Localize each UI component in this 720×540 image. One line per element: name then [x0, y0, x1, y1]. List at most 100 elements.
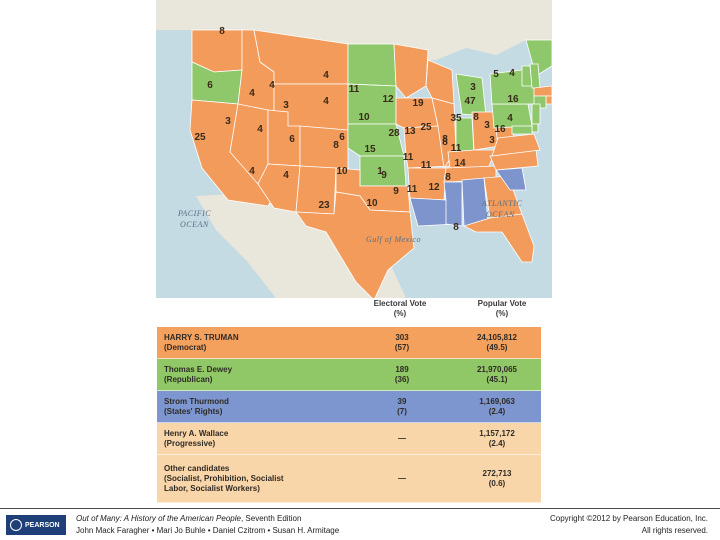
state-nd — [347, 43, 397, 87]
ev-label-la: 10 — [366, 198, 378, 209]
ev-label-fl: 8 — [453, 222, 459, 233]
results-table: HARRY S. TRUMAN (Democrat) 303 (57) 24,105,8… — [157, 327, 541, 503]
ev-label-az: 4 — [249, 166, 255, 177]
ev-label-mn: 11 — [349, 84, 360, 95]
ev-label-ga: 12 — [428, 182, 440, 193]
electoral-vote: — — [398, 474, 406, 483]
ev-label-wv: 8 — [442, 137, 448, 148]
ev-label-tn: 11 — [421, 160, 432, 171]
ev-label-tn-split: 1 — [377, 166, 383, 177]
pacific-label-line1: PACIFIC — [177, 209, 211, 218]
ev-label-ma: 16 — [507, 94, 519, 105]
state-nh — [529, 63, 541, 89]
states-layer — [189, 29, 552, 298]
ev-label-id: 4 — [249, 88, 255, 99]
ev-label-nh: 4 — [509, 68, 515, 79]
electoral-vote-header-line1: Electoral Vote — [373, 299, 427, 308]
popular-vote: 1,157,172 (2.4) — [479, 429, 515, 448]
ev-label-ne: 6 — [339, 132, 345, 143]
ev-label-me: 5 — [493, 69, 499, 80]
ev-label-nc: 14 — [454, 158, 466, 169]
candidate-name: Henry A. Wallace (Progressive) — [164, 429, 229, 448]
ev-label-pa: 35 — [450, 113, 462, 124]
ev-label-mi: 19 — [412, 98, 424, 109]
state-md — [511, 125, 533, 135]
ev-label-in: 13 — [404, 126, 416, 137]
pearson-logo: PEARSON — [6, 515, 66, 535]
electoral-vote-header: Electoral Vote (%) — [365, 299, 435, 319]
ev-label-mt: 4 — [269, 80, 275, 91]
ev-label-ia: 10 — [358, 112, 370, 123]
ev-label-ct: 8 — [473, 112, 479, 123]
ev-label-wa: 8 — [219, 26, 225, 37]
state-mn — [393, 43, 429, 99]
ev-label-nv: 3 — [225, 116, 231, 127]
results-row: Other candidates (Socialist, Prohibition,… — [157, 455, 541, 503]
state-ri — [545, 95, 552, 105]
ev-label-nd: 4 — [323, 70, 329, 81]
footer-divider — [0, 508, 720, 509]
ev-label-nm: 4 — [283, 170, 289, 181]
ev-label-mo: 15 — [364, 144, 376, 155]
electoral-vote: 303 (57) — [394, 333, 410, 352]
state-tx — [295, 191, 415, 298]
popular-vote: 1,169,063 (2.4) — [479, 397, 515, 416]
candidate-name: HARRY S. TRUMAN (Democrat) — [164, 333, 239, 352]
ev-label-il: 28 — [388, 128, 400, 139]
ev-label-ar: 9 — [381, 170, 387, 181]
atlantic-label-line1: ATLANTIC — [481, 199, 522, 208]
gulf-label: Gulf of Mexico — [366, 235, 421, 244]
ev-label-al: 11 — [407, 184, 418, 195]
state-va — [491, 133, 541, 157]
ev-label-or: 6 — [207, 80, 213, 91]
ev-label-de: 3 — [484, 120, 490, 131]
ev-label-sc: 8 — [445, 172, 451, 183]
ev-label-nj: 16 — [494, 124, 506, 135]
ev-label-wy: 3 — [283, 100, 289, 111]
pacific-label-line2: OCEAN — [180, 220, 209, 229]
ev-label-ny: 47 — [464, 96, 476, 107]
popular-vote: 24,105,812 (49.5) — [476, 333, 518, 352]
ev-label-wi: 12 — [382, 94, 394, 105]
atlantic-label-line2: OCEAN — [486, 210, 515, 219]
book-authors: John Mack Faragher • Mari Jo Buhle • Dan… — [76, 526, 340, 535]
results-row: Thomas E. Dewey (Republican) 189 (36) 21,970… — [157, 359, 541, 391]
candidate-name: Thomas E. Dewey (Republican) — [164, 365, 233, 384]
state-ma — [533, 85, 552, 97]
ev-label-va: 11 — [451, 143, 462, 154]
pearson-logo-text: PEARSON — [25, 521, 60, 529]
popular-vote-header: Popular Vote (%) — [462, 299, 542, 319]
results-row: Strom Thurmond (States' Rights) 39 (7) 1,169… — [157, 391, 541, 423]
popular-vote: 272,713 (0.6) — [482, 469, 512, 488]
pearson-logo-icon — [10, 519, 22, 531]
state-ms — [443, 181, 463, 227]
ev-label-ca: 25 — [194, 132, 206, 143]
election-map: 8 6 4 4 3 25 3 4 6 4 4 4 4 6 8 10 23 11 10 15 9 10 12 28 19 13 25 1… — [156, 0, 552, 298]
copyright-notice: Copyright ©2012 by Pearson Education, In… — [550, 514, 708, 523]
popular-vote: 21,970,065 (45.1) — [476, 365, 518, 384]
book-credit: Out of Many: A History of the American P… — [76, 513, 301, 524]
candidate-name: Strom Thurmond (States' Rights) — [164, 397, 229, 416]
candidate-name: Other candidates (Socialist, Prohibition,… — [164, 464, 284, 493]
electoral-vote: 189 (36) — [394, 365, 410, 384]
state-nj — [531, 103, 541, 125]
state-az — [257, 163, 301, 213]
ev-label-ms: 9 — [393, 186, 399, 197]
electoral-vote-header-line2: (%) — [393, 309, 407, 318]
rights-notice: All rights reserved. — [641, 526, 708, 535]
electoral-vote: — — [398, 434, 406, 443]
ev-label-co: 6 — [289, 134, 295, 145]
results-row: HARRY S. TRUMAN (Democrat) 303 (57) 24,105,8… — [157, 327, 541, 359]
ev-label-md: 8 — [442, 134, 448, 145]
ev-label-vt: 3 — [470, 82, 476, 93]
state-de — [531, 123, 539, 133]
popular-vote-header-line2: (%) — [495, 309, 509, 318]
ev-label-de-2: 3 — [489, 135, 495, 146]
state-mo — [403, 125, 451, 169]
ev-label-ks: 8 — [333, 140, 339, 151]
ev-label-ky: 11 — [403, 152, 414, 163]
electoral-vote: 39 (7) — [397, 397, 407, 416]
ev-label-ok: 10 — [336, 166, 348, 177]
